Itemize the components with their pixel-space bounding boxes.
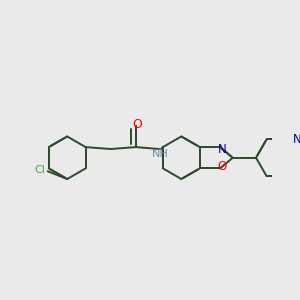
Text: NH: NH [152,149,169,159]
Text: N: N [293,133,300,146]
Text: O: O [217,160,226,173]
Text: Cl: Cl [34,165,45,175]
Text: N: N [218,143,226,156]
Text: O: O [132,118,142,131]
